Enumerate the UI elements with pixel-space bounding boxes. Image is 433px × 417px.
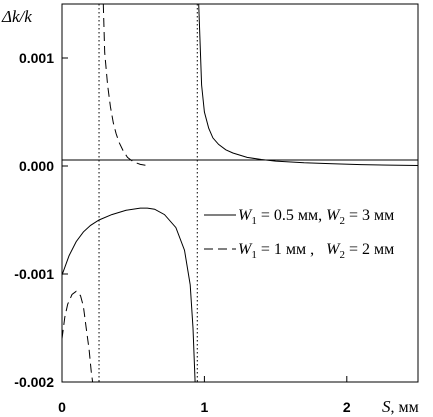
x-ticks: 0 1 2 [58, 376, 351, 415]
legend: W1 = 0.5 мм, W2 = 3 мм W1 = 1 мм , W2 = … [204, 207, 394, 261]
x-axis-symbol: S [382, 397, 391, 416]
series-1-segment-1 [198, 3, 419, 166]
series-lines [61, 3, 419, 383]
x-axis-title: S, мм [382, 397, 419, 416]
plot-frame [61, 3, 419, 383]
x-tick-label-3: 2 [343, 399, 351, 415]
x-tick-label-2: 1 [201, 399, 209, 415]
x-tick-label-1: 0 [58, 399, 66, 415]
series-2-segment-1 [102, 3, 148, 167]
y-ticks: 0.001 0.000 -0.001 -0.002 [14, 50, 68, 390]
legend-entry-2: W1 = 1 мм , W2 = 2 мм [238, 241, 394, 261]
y-axis-title: Δk/k [1, 7, 32, 26]
series-1-segment-2 [61, 207, 196, 383]
legend-entry-1: W1 = 0.5 мм, W2 = 3 мм [238, 207, 394, 227]
y-tick-label-3: -0.001 [14, 266, 54, 282]
y-tick-label-1: 0.001 [19, 50, 54, 66]
series-2-segment-2 [61, 290, 94, 383]
vertical-markers [98, 4, 198, 382]
y-tick-label-2: 0.000 [19, 158, 54, 174]
x-axis-unit: , мм [391, 399, 419, 416]
y-tick-label-4: -0.002 [14, 374, 54, 390]
